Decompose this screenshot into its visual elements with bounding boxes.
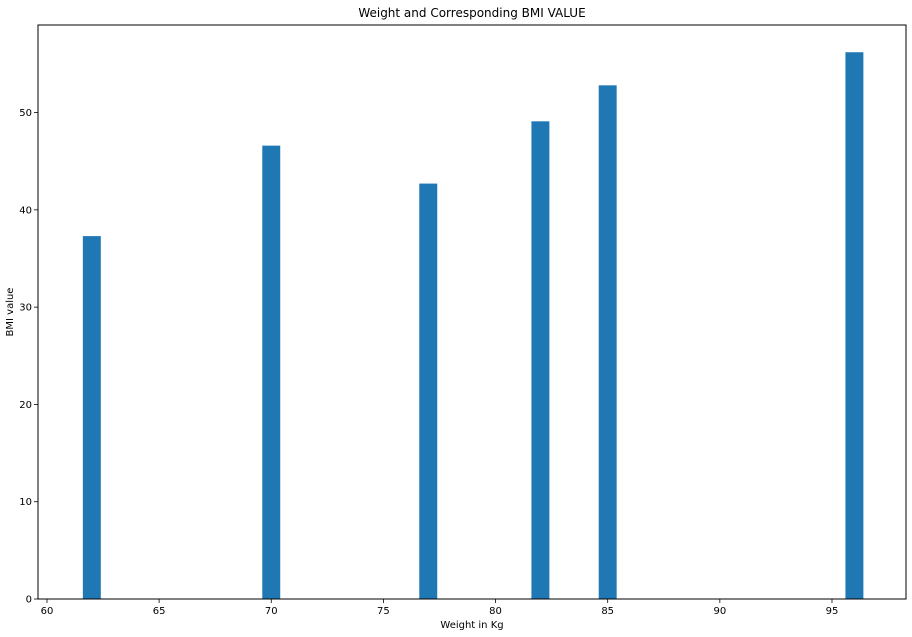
bar [262,145,281,600]
bar [598,85,617,599]
x-tick-label: 85 [601,606,614,617]
x-tick-label: 65 [153,606,166,617]
bar [531,121,550,600]
y-tick-label: 20 [19,400,32,411]
y-tick-label: 10 [19,497,32,508]
y-tick-label: 30 [19,303,32,314]
chart-title: Weight and Corresponding BMI VALUE [358,6,585,20]
x-axis-ticks: 60 65 70 75 80 85 90 95 [41,599,839,617]
x-tick-label: 80 [489,606,502,617]
plot-frame [37,24,907,600]
y-axis-title: BMI value [5,288,16,337]
bar [419,183,438,600]
x-tick-label: 90 [713,606,726,617]
x-tick-label: 75 [377,606,390,617]
bar [845,52,864,600]
y-axis-ticks: 0 10 20 30 40 50 [19,108,38,606]
y-tick-label: 40 [19,205,32,216]
x-axis-title: Weight in Kg [440,620,503,631]
bars-group [82,52,864,600]
bar [82,236,101,600]
y-tick-label: 0 [26,595,32,606]
x-tick-label: 95 [826,606,839,617]
x-tick-label: 70 [265,606,278,617]
y-tick-label: 50 [19,108,32,119]
x-tick-label: 60 [41,606,54,617]
